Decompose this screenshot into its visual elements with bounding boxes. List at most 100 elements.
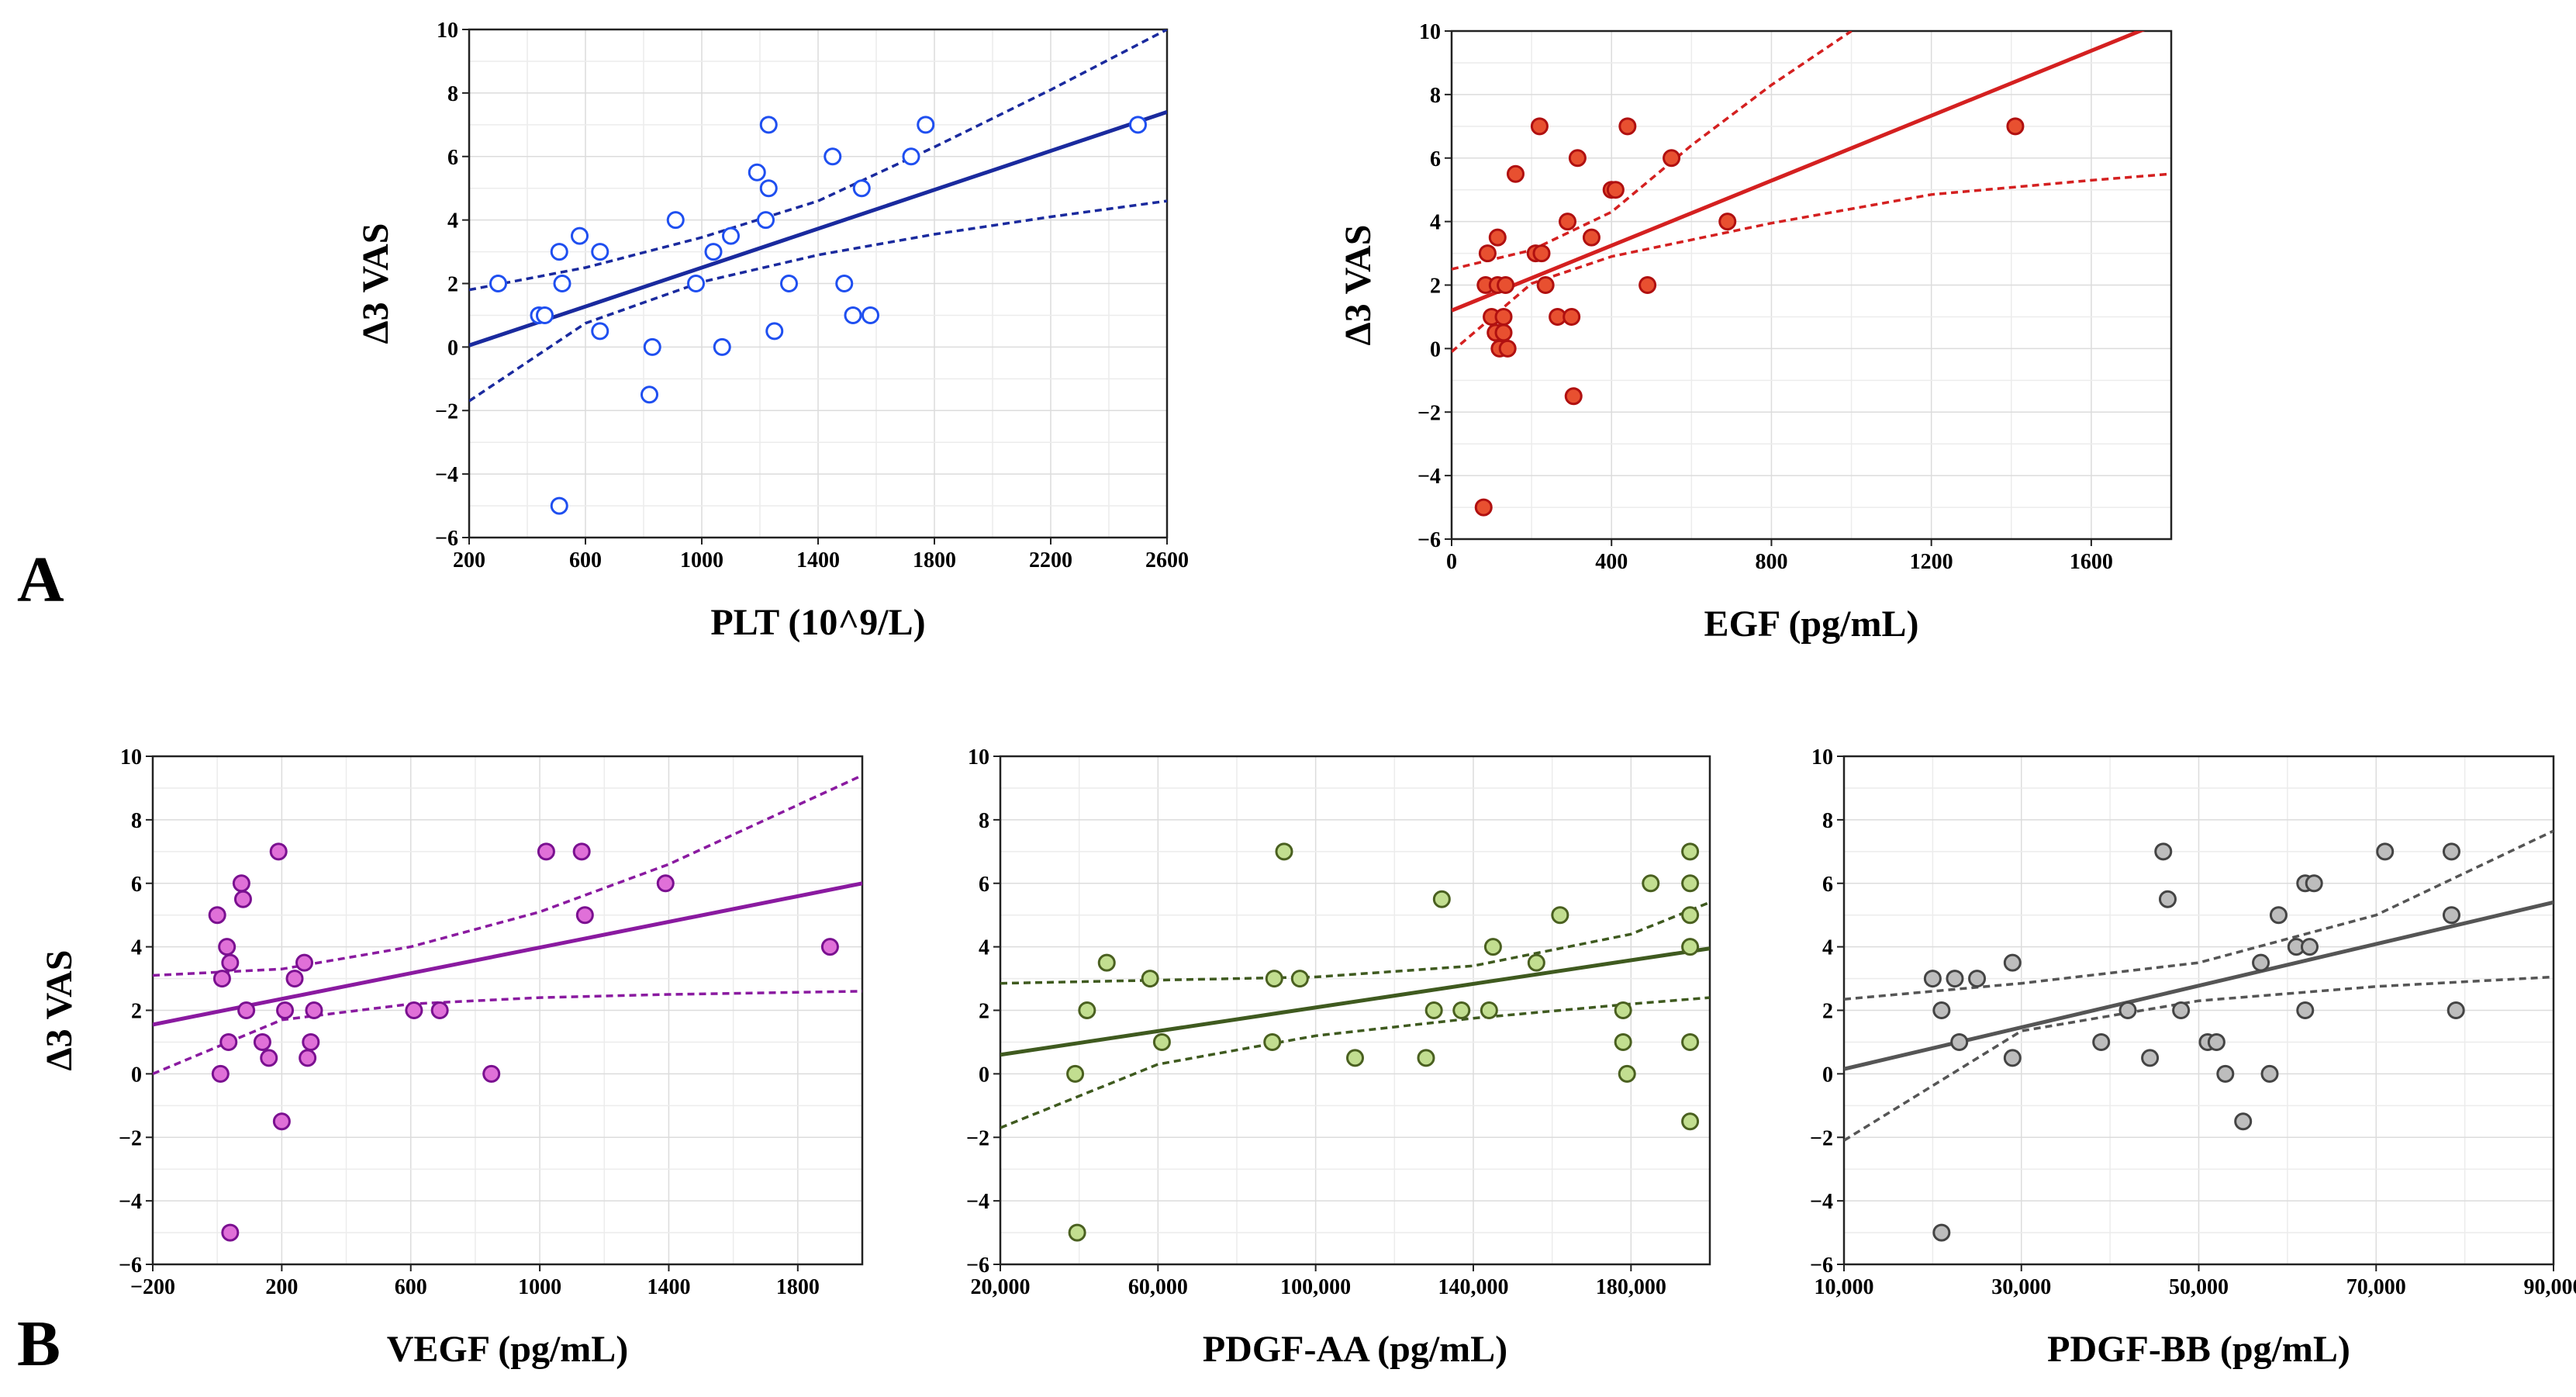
data-point: [1663, 149, 1681, 168]
data-point: [1563, 307, 1581, 326]
data-point: [1478, 244, 1497, 263]
gridlines: [152, 756, 862, 1265]
data-point: [1290, 970, 1309, 988]
chart-3: −200 200 600 1000 1400 1800 −6 −4 −2 0 2 4 6 8 10 VEGF …: [39, 745, 864, 1370]
x-tick-label: 1200: [1910, 550, 1953, 574]
data-point: [1564, 387, 1583, 406]
ci-upper-line: [469, 29, 1167, 292]
data-point: [824, 147, 842, 166]
data-point: [1681, 1032, 1700, 1051]
data-point: [233, 890, 252, 908]
data-point: [1968, 970, 1987, 988]
data-point: [641, 386, 658, 404]
data-point: [1559, 213, 1577, 231]
data-point: [1606, 181, 1625, 199]
data-point: [2172, 1001, 2191, 1019]
x-tick-label: 100,000: [1280, 1275, 1351, 1299]
data-point: [1532, 244, 1551, 263]
y-tick-label: −6: [119, 1253, 142, 1278]
data-point: [1681, 906, 1700, 925]
data-point: [852, 179, 871, 198]
y-axis-label: Δ3 VAS: [39, 950, 80, 1071]
data-point: [1494, 323, 1513, 342]
data-point: [219, 1032, 238, 1051]
data-point: [482, 1064, 501, 1083]
data-point: [1614, 1032, 1632, 1051]
data-point: [221, 953, 240, 972]
ci-lower-line: [1000, 996, 1710, 1129]
y-tick-label: 2: [131, 1000, 142, 1024]
data-point: [1638, 276, 1657, 294]
x-tick-label: 2600: [1145, 548, 1189, 572]
data-point: [687, 275, 705, 292]
y-tick-label: 2: [1430, 275, 1441, 299]
y-tick-label: 0: [1430, 337, 1441, 361]
data-point: [285, 970, 304, 988]
panel-label-a: A: [17, 544, 64, 616]
y-tick-label: 4: [1430, 211, 1441, 235]
data-point: [1582, 228, 1601, 247]
data-point: [666, 211, 685, 230]
x-tick-label: 600: [569, 548, 602, 572]
data-point: [1452, 1001, 1471, 1019]
data-point: [1432, 890, 1451, 908]
data-point: [1614, 1001, 1632, 1019]
data-point: [1078, 1001, 1096, 1019]
data-point: [2300, 938, 2319, 956]
data-point: [591, 322, 609, 341]
data-point: [759, 116, 778, 134]
y-tick-label: 8: [979, 809, 989, 833]
data-point: [917, 116, 935, 134]
data-point: [221, 1223, 240, 1242]
data-point: [780, 275, 798, 292]
data-point: [1642, 874, 1660, 893]
y-tick-label: −2: [1417, 401, 1441, 425]
data-point: [550, 243, 568, 261]
data-point: [430, 1001, 449, 1019]
data-point: [765, 322, 784, 341]
data-point: [1483, 938, 1502, 956]
y-tick-label: −4: [119, 1190, 142, 1214]
x-axis-label: VEGF (pg/mL): [387, 1329, 629, 1370]
x-axis-label: PDGF-BB (pg/mL): [2047, 1329, 2350, 1370]
x-tick-label: 1000: [680, 548, 723, 572]
data-point: [2260, 1064, 2279, 1083]
data-point: [1494, 307, 1513, 326]
data-point: [1066, 1064, 1085, 1083]
data-point: [295, 953, 313, 972]
data-point: [1488, 228, 1507, 247]
data-point: [550, 496, 568, 515]
data-point: [2447, 1001, 2465, 1019]
data-point: [571, 226, 589, 245]
data-point: [2158, 890, 2177, 908]
gridlines: [1000, 756, 1710, 1265]
y-tick-label: 8: [1822, 809, 1833, 833]
data-point: [1527, 953, 1545, 972]
data-point: [656, 874, 675, 893]
x-axis-label: PLT (10^9/L): [710, 602, 925, 643]
y-tick-label: 2: [1822, 1000, 1833, 1024]
x-tick-label: 400: [1595, 550, 1628, 574]
y-axis-label: Δ3 VAS: [1338, 225, 1379, 346]
ci-upper-line: [1452, 31, 1853, 271]
data-point: [269, 842, 288, 861]
x-tick-label: 1800: [913, 548, 956, 572]
data-point: [704, 243, 723, 261]
data-point: [2141, 1049, 2160, 1067]
x-tick-label: 1400: [647, 1275, 690, 1299]
data-point: [1932, 1223, 1951, 1242]
y-tick-label: 6: [447, 146, 458, 170]
data-point: [1097, 953, 1116, 972]
ci-lower-line: [1452, 172, 2171, 353]
data-point: [844, 306, 862, 324]
data-point: [1417, 1049, 1435, 1067]
data-point: [1152, 1032, 1171, 1051]
y-tick-label: 10: [1811, 745, 1833, 769]
ci-lower-line: [153, 990, 862, 1076]
y-tick-label: −6: [1417, 528, 1441, 552]
data-point: [1681, 842, 1700, 861]
y-tick-label: 2: [979, 1000, 989, 1024]
x-tick-label: 1600: [2070, 550, 2113, 574]
ci-upper-line: [1000, 901, 1710, 985]
gridlines: [1451, 30, 2171, 540]
